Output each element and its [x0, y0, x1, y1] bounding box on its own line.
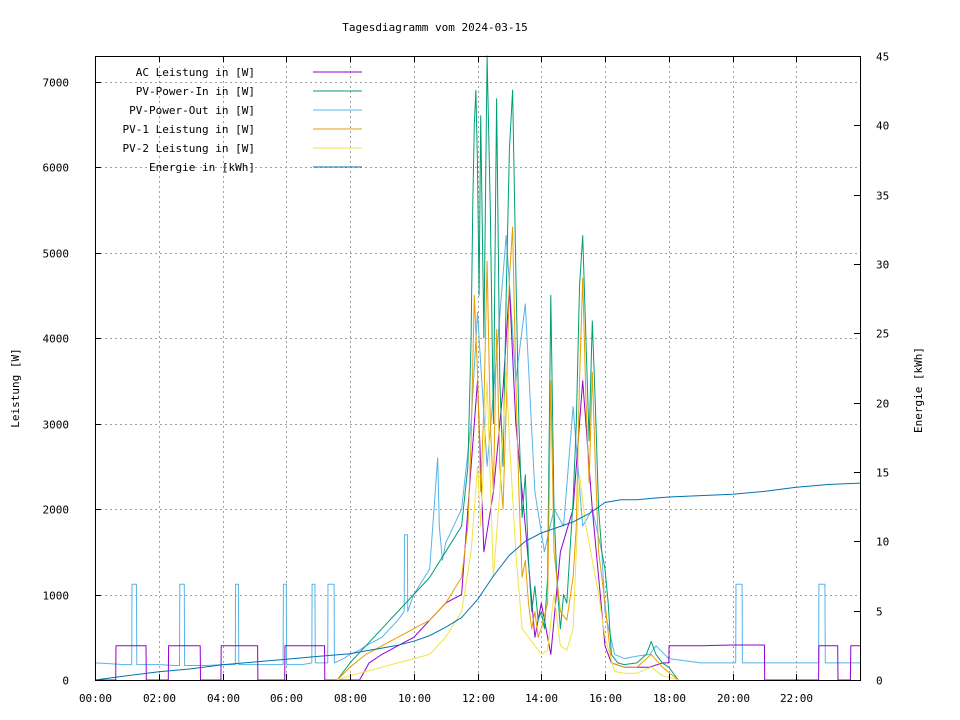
legend-label: AC Leistung in [W] — [136, 66, 255, 79]
y-tick-label: 0 — [62, 675, 69, 688]
series-line-0 — [95, 286, 860, 681]
x-tick-label: 10:00 — [398, 692, 431, 705]
y2-tick-label: 10 — [876, 536, 889, 549]
legend-label: PV-1 Leistung in [W] — [123, 123, 255, 136]
y2-tick-label: 35 — [876, 190, 889, 203]
legend-label: Energie in [kWh] — [149, 161, 255, 174]
y2-tick-label: 45 — [876, 51, 889, 64]
x-tick-label: 12:00 — [462, 692, 495, 705]
y-tick-label: 2000 — [43, 504, 70, 517]
y-tick-label: 3000 — [43, 419, 70, 432]
x-tick-label: 20:00 — [717, 692, 750, 705]
x-tick-label: 18:00 — [653, 692, 686, 705]
series-line-2 — [94, 235, 860, 666]
y2-tick-label: 0 — [876, 675, 883, 688]
y-tick-label: 5000 — [43, 248, 70, 261]
series-line-4 — [337, 371, 679, 681]
legend: AC Leistung in [W] PV-Power-In in [W] PV-P… — [123, 66, 362, 174]
y2-tick-label: 20 — [876, 398, 889, 411]
x-tick-label: 16:00 — [589, 692, 622, 705]
x-tick-label: 02:00 — [143, 692, 176, 705]
y-tick-label: 1000 — [43, 590, 70, 603]
y2-tick-label: 25 — [876, 328, 889, 341]
legend-label: PV-2 Leistung in [W] — [123, 142, 255, 155]
y2-tick-label: 5 — [876, 606, 883, 619]
x-tick-label: 08:00 — [334, 692, 367, 705]
series-line-1 — [336, 55, 679, 681]
y2-tick-label: 40 — [876, 120, 889, 133]
chart-title: Tagesdiagramm vom 2024-03-15 — [342, 21, 527, 34]
legend-label: PV-Power-In in [W] — [136, 85, 255, 98]
y-tick-label: 7000 — [43, 77, 70, 90]
y-tick-label: 4000 — [43, 333, 70, 346]
y2-tick-label: 15 — [876, 467, 889, 480]
x-tick-label: 22:00 — [780, 692, 813, 705]
x-tick-label: 06:00 — [270, 692, 303, 705]
y-axis-label: Leistung [W] — [9, 348, 22, 427]
series-layer — [94, 55, 861, 681]
series-line-3 — [336, 226, 679, 681]
y-tick-label: 6000 — [43, 162, 70, 175]
x-tick-label: 14:00 — [525, 692, 558, 705]
y2-tick-label: 30 — [876, 259, 889, 272]
x-tick-label: 00:00 — [79, 692, 112, 705]
y2-axis-label: Energie [kWh] — [912, 347, 925, 433]
x-tick-label: 04:00 — [207, 692, 240, 705]
legend-label: PV-Power-Out in [W] — [129, 104, 255, 117]
series-line-5 — [94, 482, 861, 681]
axes: 00:00 02:00 04:00 06:00 08:00 10:00 12:00 14:00… — [43, 51, 890, 706]
